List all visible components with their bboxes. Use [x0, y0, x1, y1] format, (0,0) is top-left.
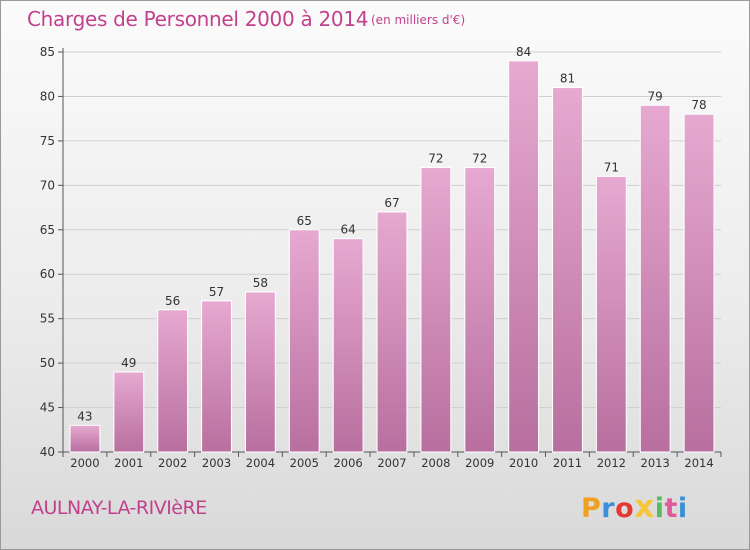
data-label: 72 [428, 152, 443, 166]
x-tick-label: 2006 [333, 456, 362, 470]
bar [420, 167, 452, 453]
data-label: 56 [165, 294, 180, 308]
bar [332, 238, 364, 453]
logo-letter: x [634, 489, 655, 525]
y-tick-label: 50 [40, 356, 55, 370]
bar [683, 113, 715, 453]
bar [552, 87, 583, 453]
data-label: 43 [77, 409, 92, 423]
bar [157, 309, 189, 453]
y-tick-label: 60 [40, 267, 55, 281]
logo-letter: i [677, 493, 688, 524]
x-tick-label: 2002 [158, 456, 187, 470]
logo-letter: P [581, 493, 602, 524]
y-tick-label: 45 [40, 401, 55, 415]
x-tick-label: 2013 [641, 456, 670, 470]
data-label: 79 [648, 89, 663, 103]
bar [595, 175, 627, 453]
bar [639, 104, 671, 453]
proxiti-logo: Proxiti [581, 489, 688, 525]
data-label: 49 [121, 356, 136, 370]
bar [288, 229, 320, 453]
x-tick-label: 2012 [597, 456, 626, 470]
x-tick-label: 2004 [246, 456, 275, 470]
logo-letter: t [664, 493, 678, 524]
data-label: 71 [604, 160, 619, 174]
data-label: 57 [209, 285, 224, 299]
bar [464, 167, 496, 453]
x-tick-label: 2014 [684, 456, 713, 470]
bar [508, 60, 540, 453]
y-tick-label: 75 [40, 134, 55, 148]
x-tick-label: 2005 [290, 456, 319, 470]
data-label: 65 [297, 214, 312, 228]
y-tick-label: 55 [40, 312, 55, 326]
logo-letter: r [601, 493, 616, 524]
x-tick-label: 2001 [114, 456, 143, 470]
bar [244, 291, 276, 453]
x-tick-label: 2000 [70, 456, 99, 470]
bar [376, 211, 408, 453]
y-tick-label: 40 [40, 445, 55, 459]
bar [201, 300, 232, 453]
city-name: AULNAY-LA-RIVIèRE [31, 497, 207, 519]
x-tick-label: 2009 [465, 456, 494, 470]
chart-title: Charges de Personnel 2000 à 2014 [27, 7, 369, 31]
x-tick-label: 2011 [553, 456, 582, 470]
logo-letter: o [615, 493, 635, 524]
data-label: 84 [516, 45, 531, 59]
chart-subtitle: (en milliers d'€) [371, 13, 466, 27]
y-tick-label: 70 [40, 178, 55, 192]
x-tick-label: 2008 [421, 456, 450, 470]
x-tick-label: 2007 [377, 456, 406, 470]
logo-letter: i [654, 493, 665, 524]
x-tick-label: 2010 [509, 456, 538, 470]
bar [69, 424, 101, 453]
y-tick-label: 85 [40, 45, 55, 59]
bar [113, 371, 145, 453]
y-tick-label: 65 [40, 223, 55, 237]
x-tick-label: 2003 [202, 456, 231, 470]
data-label: 72 [472, 152, 487, 166]
data-label: 81 [560, 72, 575, 86]
data-label: 64 [340, 223, 355, 237]
data-label: 58 [253, 276, 268, 290]
data-label: 78 [691, 98, 706, 112]
data-label: 67 [384, 196, 399, 210]
y-tick-label: 80 [40, 89, 55, 103]
